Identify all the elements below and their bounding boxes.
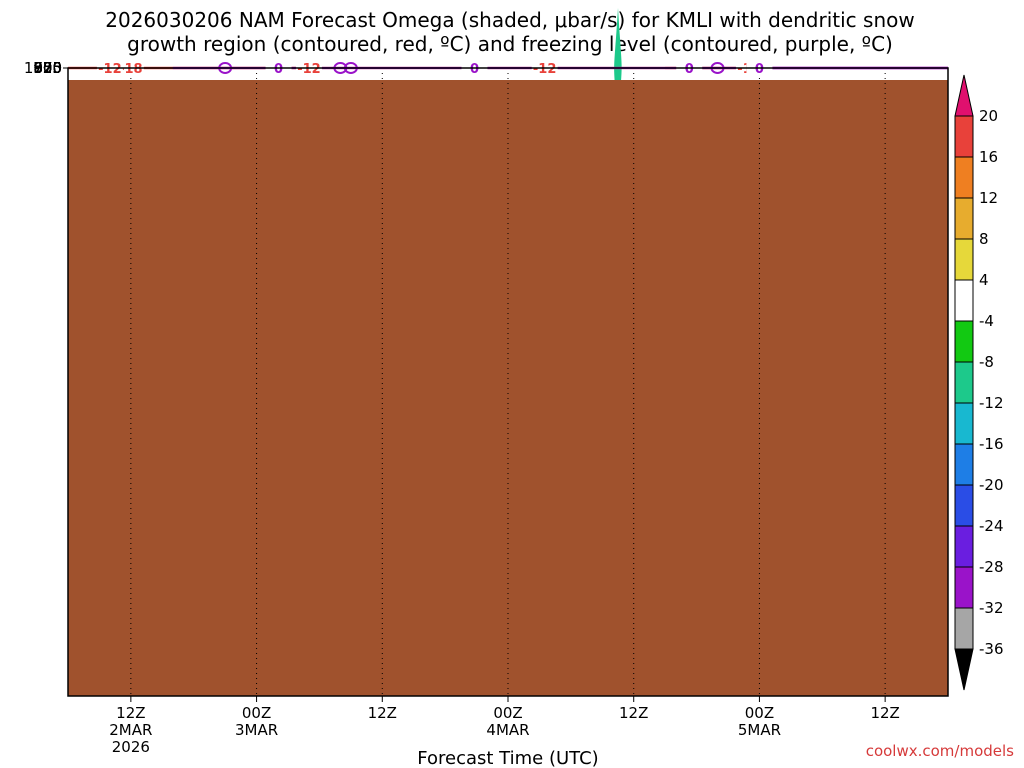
y-axis: 5255505756006256506757007257507758008258… [24,59,68,77]
y-tick-label: 875 [33,59,62,77]
x-tick-label: 12Z [619,704,648,722]
purple-label-0-c: 0 [274,62,283,77]
purple-label-0-a: 0 [470,62,479,77]
y-tick-label: 850 [33,59,62,77]
colorbar-label: 4 [979,271,989,289]
x-tick-date: 3MAR [235,721,278,739]
y-tick-label: 600 [33,59,62,77]
colorbar-label: -4 [979,312,994,330]
red-label-minus12-a: -12 [297,62,321,77]
x-tick-year: 2026 [112,738,150,756]
colorbar-segment [954,238,974,281]
y-tick-label: 1000 [24,59,62,77]
colorbar-label: 12 [979,189,998,207]
y-tick-label: 525 [33,59,62,77]
y-tick-label: 575 [33,59,62,77]
y-tick-label: 900 [33,59,62,77]
colorbar-segment [954,156,974,199]
y-tick-label: 700 [33,59,62,77]
x-tick-date: 2MAR [109,721,152,739]
colorbar-label: -12 [979,394,1004,412]
purple-label-0-b: 0 [685,62,694,77]
x-tick-label: 12Z [116,704,145,722]
colorbar-label: -20 [979,476,1004,494]
red-label-minus18: -18 [119,62,143,77]
y-tick-label: 550 [33,59,62,77]
colorbar-label: -24 [979,517,1004,535]
x-tick-label: 12Z [368,704,397,722]
x-tick-date: 5MAR [738,721,781,739]
chart-title-line-2: growth region (contoured, red, ºC) and f… [127,32,893,56]
red-label-minus12-c: -12 [533,62,557,77]
colorbar-segment [954,279,974,322]
x-tick-label: 00Z [745,704,774,722]
colorbar-label: 16 [979,148,998,166]
y-tick-label: 950 [33,59,62,77]
colorbar-segment [954,484,974,527]
y-tick-label: 750 [33,59,62,77]
colorbar-segment [954,320,974,363]
colorbar-segment [954,525,974,568]
x-tick-label: 12Z [870,704,899,722]
colorbar-segment [954,361,974,404]
colorbar-label: -8 [979,353,994,371]
colorbar-segment [954,197,974,240]
colorbar-label: 20 [979,107,998,125]
colorbar-label: -28 [979,558,1004,576]
colorbar-label: -36 [979,640,1004,658]
colorbar-label: -32 [979,599,1004,617]
colorbar-bottom-arrow [954,648,974,691]
y-tick-label: 800 [33,59,62,77]
y-tick-label: 625 [33,59,62,77]
y-tick-label: 975 [33,59,62,77]
colorbar-segment [954,402,974,445]
x-tick-label: 00Z [242,704,271,722]
x-tick-date: 4MAR [486,721,529,739]
colorbar-label: -16 [979,435,1004,453]
y-tick-label: 675 [33,59,62,77]
colorbar-segment [954,443,974,486]
y-tick-label: 650 [33,59,62,77]
colorbar-segment [954,607,974,650]
colorbar-segment [954,115,974,158]
y-tick-label: 725 [33,59,62,77]
chart-title-line-1: 2026030206 NAM Forecast Omega (shaded, μ… [105,8,914,32]
credit-text: coolwx.com/models [866,742,1014,760]
colorbar: 20 16 12 8 4 -4 -8 -12 -16 -20 -24 -28 -32 -36 [954,74,1004,691]
red-label-minus12-b: -12 [98,62,122,77]
y-tick-label: 775 [33,59,62,77]
y-tick-label: 925 [33,59,62,77]
colorbar-top-arrow [954,74,974,117]
colorbar-segment [954,566,974,609]
x-tick-label: 00Z [493,704,522,722]
purple-label-0-d: 0 [755,62,764,77]
x-axis-title: Forecast Time (UTC) [417,748,598,768]
y-tick-label: 825 [33,59,62,77]
colorbar-label: 8 [979,230,989,248]
